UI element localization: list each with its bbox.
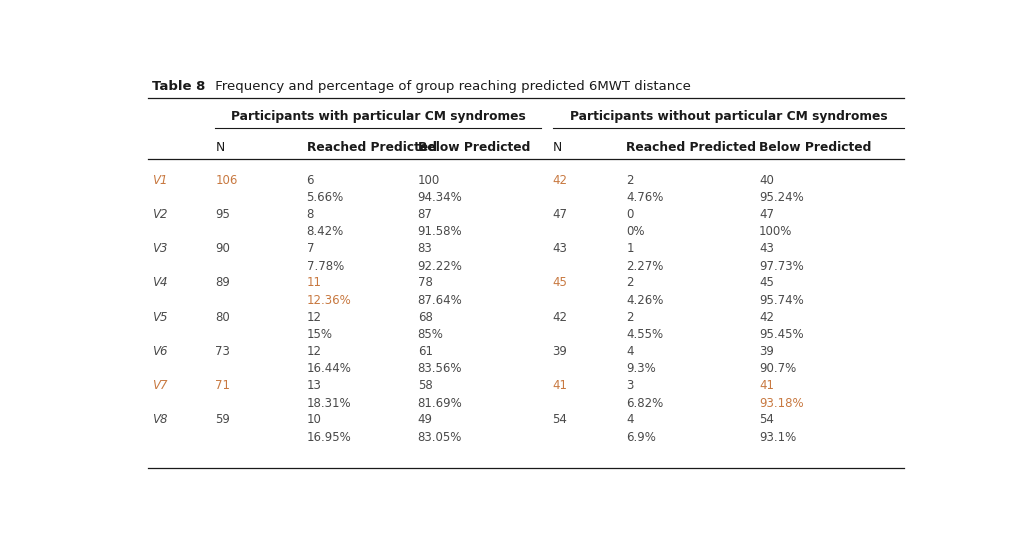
Text: 90.7%: 90.7% [759, 362, 797, 375]
Text: 42: 42 [759, 311, 774, 324]
Text: Participants without particular CM syndromes: Participants without particular CM syndr… [569, 110, 887, 123]
Text: 45: 45 [553, 277, 567, 289]
Text: 1: 1 [627, 242, 634, 255]
Text: 7: 7 [306, 242, 314, 255]
Text: Reached Predicted: Reached Predicted [306, 140, 436, 154]
Text: 93.1%: 93.1% [759, 431, 797, 444]
Text: N: N [553, 140, 562, 154]
Text: 42: 42 [553, 174, 567, 187]
Text: 4.55%: 4.55% [627, 328, 664, 341]
Text: 6.82%: 6.82% [627, 397, 664, 410]
Text: 40: 40 [759, 174, 774, 187]
Text: 90: 90 [215, 242, 230, 255]
Text: 42: 42 [553, 311, 567, 324]
Text: V8: V8 [152, 413, 167, 427]
Text: 47: 47 [759, 208, 774, 221]
Text: 4: 4 [627, 345, 634, 358]
Text: V1: V1 [152, 174, 167, 187]
Text: 18.31%: 18.31% [306, 397, 351, 410]
Text: 0: 0 [627, 208, 634, 221]
Text: 4.26%: 4.26% [627, 294, 664, 307]
Text: 43: 43 [759, 242, 774, 255]
Text: 59: 59 [215, 413, 230, 427]
Text: 54: 54 [759, 413, 774, 427]
Text: 12: 12 [306, 311, 322, 324]
Text: 97.73%: 97.73% [759, 259, 804, 272]
Text: 39: 39 [759, 345, 774, 358]
Text: 100%: 100% [759, 225, 793, 239]
Text: 78: 78 [418, 277, 432, 289]
Text: 83: 83 [418, 242, 432, 255]
Text: 93.18%: 93.18% [759, 397, 804, 410]
Text: V6: V6 [152, 345, 167, 358]
Text: Participants with particular CM syndromes: Participants with particular CM syndrome… [230, 110, 525, 123]
Text: 43: 43 [553, 242, 567, 255]
Text: V7: V7 [152, 379, 167, 392]
Text: 49: 49 [418, 413, 433, 427]
Text: 2.27%: 2.27% [627, 259, 664, 272]
Text: 95.45%: 95.45% [759, 328, 804, 341]
Text: 12.36%: 12.36% [306, 294, 351, 307]
Text: 5.66%: 5.66% [306, 191, 344, 204]
Text: V4: V4 [152, 277, 167, 289]
Text: 2: 2 [627, 277, 634, 289]
Text: 83.05%: 83.05% [418, 431, 462, 444]
Text: 47: 47 [553, 208, 567, 221]
Text: 85%: 85% [418, 328, 443, 341]
Text: V2: V2 [152, 208, 167, 221]
Text: 61: 61 [418, 345, 433, 358]
Text: 3: 3 [627, 379, 634, 392]
Text: 6.9%: 6.9% [627, 431, 656, 444]
Text: 12: 12 [306, 345, 322, 358]
Text: 0%: 0% [627, 225, 645, 239]
Text: Table 8: Table 8 [152, 80, 205, 93]
Text: 6: 6 [306, 174, 314, 187]
Text: 54: 54 [553, 413, 567, 427]
Text: 41: 41 [759, 379, 774, 392]
Text: V5: V5 [152, 311, 167, 324]
Text: 4.76%: 4.76% [627, 191, 664, 204]
Text: Frequency and percentage of group reaching predicted 6MWT distance: Frequency and percentage of group reachi… [211, 80, 691, 93]
Text: 11: 11 [306, 277, 322, 289]
Text: 10: 10 [306, 413, 322, 427]
Text: 71: 71 [215, 379, 230, 392]
Text: 68: 68 [418, 311, 432, 324]
Text: 81.69%: 81.69% [418, 397, 463, 410]
Text: 91.58%: 91.58% [418, 225, 462, 239]
Text: 73: 73 [215, 345, 230, 358]
Text: 9.3%: 9.3% [627, 362, 656, 375]
Text: V3: V3 [152, 242, 167, 255]
Text: 87: 87 [418, 208, 432, 221]
Text: 15%: 15% [306, 328, 333, 341]
Text: 45: 45 [759, 277, 774, 289]
Text: 80: 80 [215, 311, 230, 324]
Text: Below Predicted: Below Predicted [418, 140, 530, 154]
Text: 16.95%: 16.95% [306, 431, 351, 444]
Text: 89: 89 [215, 277, 230, 289]
Text: 16.44%: 16.44% [306, 362, 351, 375]
Text: 106: 106 [215, 174, 238, 187]
Text: 100: 100 [418, 174, 440, 187]
Text: 95.24%: 95.24% [759, 191, 804, 204]
Text: 58: 58 [418, 379, 432, 392]
Text: 13: 13 [306, 379, 322, 392]
Text: 7.78%: 7.78% [306, 259, 344, 272]
Text: Reached Predicted: Reached Predicted [627, 140, 757, 154]
Text: 83.56%: 83.56% [418, 362, 462, 375]
Text: 95: 95 [215, 208, 230, 221]
Text: 2: 2 [627, 311, 634, 324]
Text: 4: 4 [627, 413, 634, 427]
Text: 8: 8 [306, 208, 314, 221]
Text: Below Predicted: Below Predicted [759, 140, 871, 154]
Text: 41: 41 [553, 379, 567, 392]
Text: 39: 39 [553, 345, 567, 358]
Text: 8.42%: 8.42% [306, 225, 344, 239]
Text: N: N [215, 140, 224, 154]
Text: 92.22%: 92.22% [418, 259, 463, 272]
Text: 87.64%: 87.64% [418, 294, 463, 307]
Text: 94.34%: 94.34% [418, 191, 463, 204]
Text: 2: 2 [627, 174, 634, 187]
Text: 95.74%: 95.74% [759, 294, 804, 307]
